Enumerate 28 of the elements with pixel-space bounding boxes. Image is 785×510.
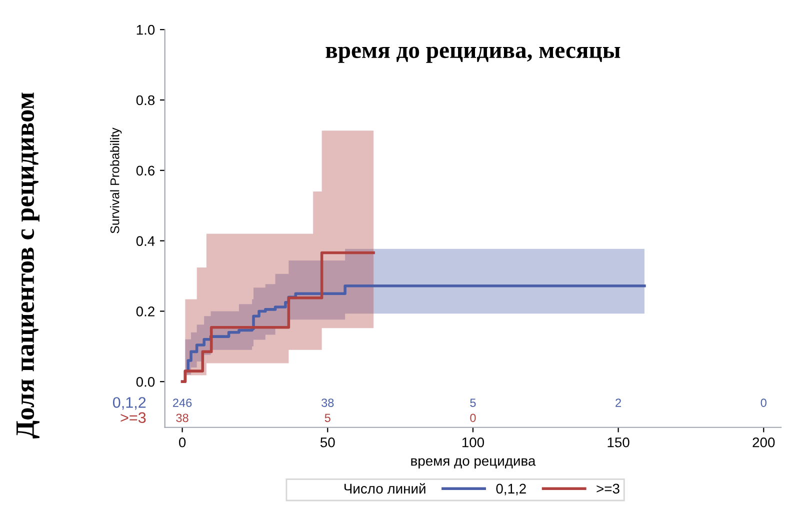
text: 0,1,2 bbox=[112, 397, 146, 410]
annotation: 5 bbox=[470, 398, 476, 407]
y-tick-label: 0.6 bbox=[136, 166, 155, 176]
x-tick-label: 0 bbox=[178, 437, 186, 448]
x-tick-label: 200 bbox=[752, 437, 775, 448]
x-axis-title: время до рецидива bbox=[411, 458, 536, 469]
x-tick-label: 150 bbox=[608, 437, 630, 448]
annotation: 38 bbox=[322, 398, 334, 407]
text: Доля пациентов с рецидивом bbox=[16, 92, 40, 438]
y-axis-title: Survival Probability bbox=[110, 128, 122, 234]
x-tick-label: 50 bbox=[320, 437, 335, 448]
annotation: 2 bbox=[616, 398, 621, 407]
annotation: 0 bbox=[760, 398, 766, 407]
annotation: 0 bbox=[470, 414, 476, 422]
annotation: 38 bbox=[176, 414, 188, 422]
y-tick-label: 0.8 bbox=[136, 95, 155, 106]
annotation: 246 bbox=[173, 398, 192, 407]
text: время до рецидива, месяцы bbox=[326, 46, 620, 63]
y-tick-label: 0.0 bbox=[136, 376, 155, 387]
x-tick-label: 100 bbox=[462, 437, 484, 448]
annotation: 5 bbox=[324, 414, 330, 422]
y-tick-label: 1.0 bbox=[136, 24, 155, 35]
legend-label: >=3 bbox=[596, 484, 620, 494]
legend-label: 0,1,2 bbox=[496, 484, 526, 496]
legend-title: Число линий bbox=[344, 483, 426, 494]
y-tick-label: 0.4 bbox=[136, 236, 155, 246]
y-tick-label: 0.2 bbox=[136, 306, 154, 316]
text: >=3 bbox=[120, 412, 146, 424]
